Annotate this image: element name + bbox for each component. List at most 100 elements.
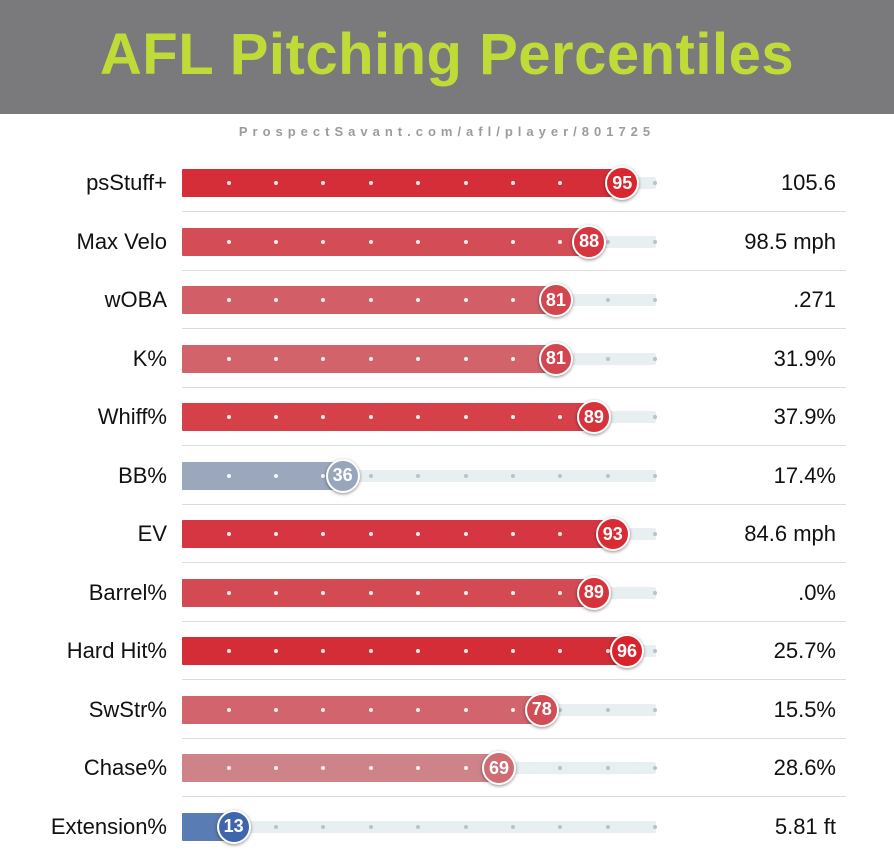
metric-row: Whiff% 89 37.9% — [0, 388, 894, 446]
bar-fill — [182, 286, 556, 314]
metric-value: 28.6% — [773, 755, 836, 780]
percentile-badge: 93 — [595, 517, 630, 551]
percentile-badge: 13 — [216, 809, 251, 844]
bar-tick-dot — [227, 356, 231, 361]
row-divider — [182, 503, 846, 505]
row-divider — [182, 328, 846, 329]
bar-tick-dot — [274, 473, 278, 478]
bar-tick-dot — [511, 473, 515, 478]
metric-value: 98.5 mph — [744, 228, 836, 254]
bar-fill — [182, 169, 623, 197]
percentile-badge: 88 — [572, 224, 607, 259]
bar-tick-dot — [511, 824, 515, 829]
bar-tick-dot — [606, 239, 610, 244]
metric-label: Extension% — [50, 813, 167, 839]
metric-value: 15.5% — [773, 696, 836, 722]
bar-tick-dot — [227, 590, 231, 595]
bar-tick-dot — [227, 181, 231, 185]
row-divider — [182, 737, 846, 739]
bar-fill — [182, 520, 613, 548]
bar-tick-dot — [321, 824, 325, 829]
bar-tick-dot — [606, 298, 610, 302]
metric-value: 5.81 ft — [774, 813, 836, 839]
bar-tick-dot — [369, 239, 373, 244]
bar-tick-dot — [369, 590, 373, 595]
bar-tick-dot — [416, 181, 420, 185]
bar-tick-dot — [464, 532, 468, 536]
bar-tick-dot — [416, 532, 420, 536]
metric-row: EV 93 84.6 mph — [0, 505, 894, 563]
bar-tick-dot — [321, 766, 325, 770]
bar-tick-dot — [558, 707, 562, 712]
bar-tick-dot — [227, 707, 231, 712]
metric-row: wOBA 81 .271 — [0, 271, 894, 329]
metric-row: Chase% 69 28.6% — [0, 739, 894, 797]
metric-label: wOBA — [104, 287, 167, 312]
metric-label: K% — [132, 345, 167, 371]
bar-tick-dot — [369, 181, 373, 185]
bar-tick-dot — [606, 707, 610, 712]
bar-tick-dot — [653, 298, 657, 302]
bar-tick-dot — [558, 532, 562, 536]
metric-value: 17.4% — [773, 462, 836, 488]
bar-tick-dot — [606, 766, 610, 770]
metric-value: 84.6 mph — [744, 521, 836, 546]
metric-row: Barrel% 89 .0% — [0, 564, 894, 622]
bar-tick-dot — [274, 649, 278, 653]
bar-tick-dot — [416, 298, 420, 302]
bar-tick-dot — [653, 649, 657, 653]
bar-tick-dot — [227, 239, 231, 244]
bar-tick-dot — [558, 590, 562, 595]
bar-tick-dot — [653, 532, 657, 536]
bar-tick-dot — [511, 181, 515, 185]
bar-tick-dot — [416, 415, 420, 419]
bar-tick-dot — [511, 415, 515, 419]
bar-tick-dot — [416, 356, 420, 361]
bar-tick-dot — [321, 356, 325, 361]
bar-tick-dot — [606, 649, 610, 653]
bar-tick-dot — [464, 298, 468, 302]
bar-tick-dot — [464, 181, 468, 185]
bar-tick-dot — [369, 766, 373, 770]
metric-row: BB% 36 17.4% — [0, 447, 894, 505]
bar-tick-dot — [511, 356, 515, 361]
percentile-badge: 89 — [576, 400, 611, 434]
metric-label: Hard Hit% — [66, 638, 167, 663]
metric-label: BB% — [118, 462, 167, 488]
bar-fill — [182, 578, 594, 607]
bar-fill — [182, 695, 542, 724]
bar-tick-dot — [274, 356, 278, 361]
source-url: ProspectSavant.com/afl/player/801725 — [238, 124, 656, 139]
bar-tick-dot — [558, 473, 562, 478]
metric-row: K% 81 31.9% — [0, 330, 894, 388]
metric-value: 37.9% — [773, 404, 836, 429]
bar-tick-dot — [464, 415, 468, 419]
bar-tick-dot — [416, 473, 420, 478]
bar-tick-dot — [558, 415, 562, 419]
bar-tick-dot — [227, 766, 231, 770]
bar-tick-dot — [558, 181, 562, 185]
bar-tick-dot — [321, 239, 325, 244]
bar-tick-dot — [464, 707, 468, 712]
bar-tick-dot — [653, 824, 657, 829]
percentile-badge: 81 — [538, 283, 573, 317]
bar-tick-dot — [416, 707, 420, 712]
bar-tick-dot — [274, 181, 278, 185]
metric-value: 105.6 — [780, 170, 836, 195]
bar-tick-dot — [321, 707, 325, 712]
bar-tick-dot — [606, 824, 610, 829]
bar-tick-dot — [321, 473, 325, 478]
bar-fill — [182, 344, 556, 373]
bar-tick-dot — [653, 473, 657, 478]
bar-tick-dot — [369, 415, 373, 419]
percentile-badge: 81 — [538, 341, 573, 376]
row-divider — [182, 562, 846, 563]
metric-value: 25.7% — [773, 638, 836, 663]
metric-label: SwStr% — [88, 696, 167, 722]
bar-tick-dot — [511, 649, 515, 653]
bar-tick-dot — [464, 356, 468, 361]
bar-fill — [182, 754, 500, 782]
bar-tick-dot — [653, 590, 657, 595]
bar-tick-dot — [653, 766, 657, 770]
percentile-badge: 78 — [524, 692, 559, 727]
